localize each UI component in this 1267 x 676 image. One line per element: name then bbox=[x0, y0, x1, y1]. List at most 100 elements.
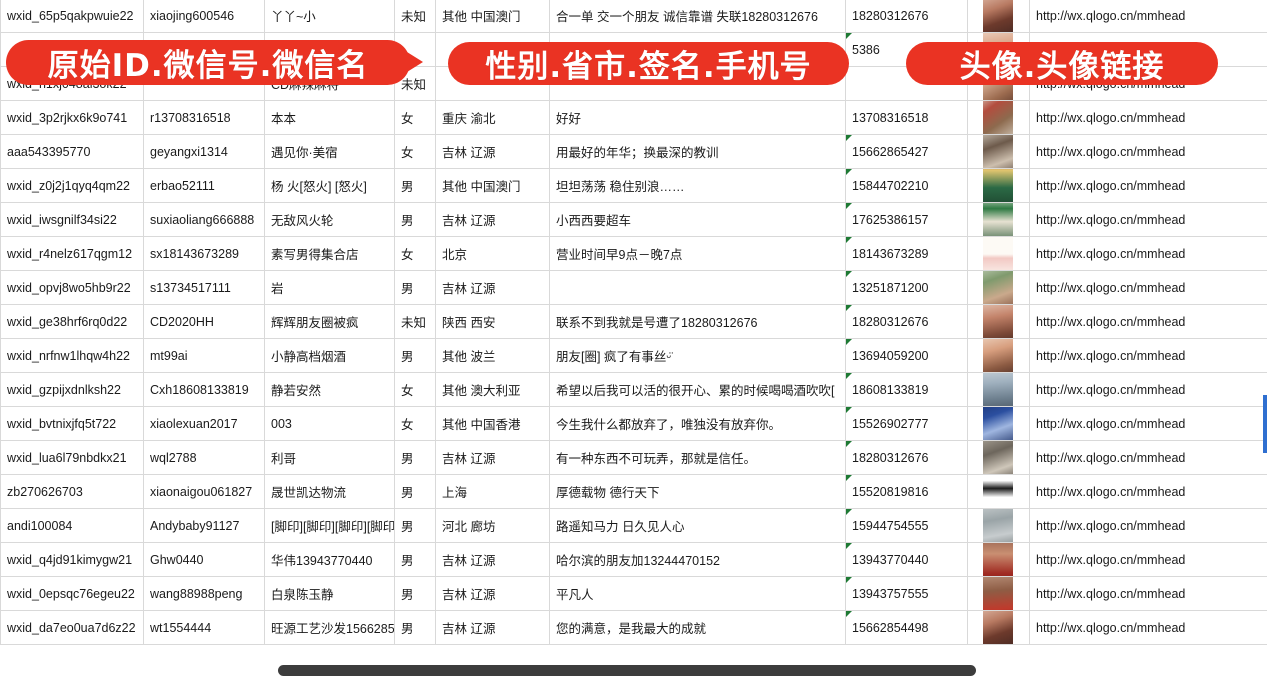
cell-gender[interactable]: 女 bbox=[394, 372, 436, 407]
cell-avatar-url[interactable]: http://wx.qlogo.cn/mmhead bbox=[1029, 0, 1267, 33]
cell-phone[interactable]: 15526902777 bbox=[845, 406, 968, 441]
cell-account[interactable]: wt1554444 bbox=[143, 610, 265, 645]
cell-region[interactable]: 其他 中国澳门 bbox=[435, 0, 550, 33]
cell-signature[interactable]: 用最好的年华；换最深的教训 bbox=[549, 134, 846, 169]
cell-signature[interactable]: 哈尔滨的朋友加13244470152 bbox=[549, 542, 846, 577]
cell-avatar-url[interactable]: http://wx.qlogo.cn/mmhead bbox=[1029, 202, 1267, 237]
cell-signature[interactable]: 朋友[圈] 疯了有事丝ᵕ̈ bbox=[549, 338, 846, 373]
cell-signature[interactable] bbox=[549, 270, 846, 305]
cell-avatar[interactable] bbox=[967, 100, 1030, 135]
cell-phone[interactable]: 15662854498 bbox=[845, 610, 968, 645]
table-row[interactable]: wxid_65p5qakpwuie22 xiaojing600546 丫丫~小 未知其… bbox=[0, 0, 1267, 33]
cell-region[interactable]: 吉林 辽源 bbox=[435, 610, 550, 645]
cell-signature[interactable]: 坦坦荡荡 稳住别浪…… bbox=[549, 168, 846, 203]
cell-region[interactable]: 重庆 渝北 bbox=[435, 100, 550, 135]
cell-region[interactable]: 吉林 辽源 bbox=[435, 440, 550, 475]
cell-phone[interactable]: 13943770440 bbox=[845, 542, 968, 577]
cell-account[interactable]: xiaonaigou061827 bbox=[143, 474, 265, 509]
cell-account[interactable]: sx18143673289 bbox=[143, 236, 265, 271]
cell-account[interactable]: Ghw0440 bbox=[143, 542, 265, 577]
cell-signature[interactable]: 好好 bbox=[549, 100, 846, 135]
cell-phone[interactable]: 13694059200 bbox=[845, 338, 968, 373]
cell-gender[interactable]: 男 bbox=[394, 610, 436, 645]
cell-nickname[interactable]: 岩 bbox=[264, 270, 395, 305]
cell-region[interactable]: 吉林 辽源 bbox=[435, 134, 550, 169]
table-row[interactable]: wxid_z0j2j1qyq4qm22 erbao52111 杨 火[怒火] [怒火… bbox=[0, 168, 1267, 203]
cell-avatar-url[interactable]: http://wx.qlogo.cn/mmhead bbox=[1029, 100, 1267, 135]
horizontal-scrollbar[interactable] bbox=[0, 664, 1267, 676]
cell-phone[interactable]: 15662865427 bbox=[845, 134, 968, 169]
cell-avatar[interactable] bbox=[967, 236, 1030, 271]
horizontal-scrollbar-thumb[interactable] bbox=[278, 665, 976, 676]
cell-avatar[interactable] bbox=[967, 508, 1030, 543]
cell-nickname[interactable]: 无敌风火轮 bbox=[264, 202, 395, 237]
cell-region[interactable]: 北京 bbox=[435, 236, 550, 271]
cell-avatar-url[interactable]: http://wx.qlogo.cn/mmhead bbox=[1029, 372, 1267, 407]
cell-signature[interactable]: 厚德载物 德行天下 bbox=[549, 474, 846, 509]
cell-phone[interactable]: 15944754555 bbox=[845, 508, 968, 543]
cell-phone[interactable]: 13708316518 bbox=[845, 100, 968, 135]
table-row[interactable]: wxid_opvj8wo5hb9r22 s13734517111 岩男吉林 辽源 13… bbox=[0, 270, 1267, 305]
cell-nickname[interactable]: 素写男得集合店 bbox=[264, 236, 395, 271]
vertical-scroll-indicator[interactable] bbox=[1263, 395, 1267, 453]
cell-nickname[interactable]: [脚印][脚印][脚印][脚印 bbox=[264, 508, 395, 543]
cell-avatar-url[interactable]: http://wx.qlogo.cn/mmhead bbox=[1029, 610, 1267, 645]
cell-nickname[interactable]: 辉辉朋友圈被疯 bbox=[264, 304, 395, 339]
cell-phone[interactable]: 17625386157 bbox=[845, 202, 968, 237]
cell-wxid[interactable]: wxid_da7eo0ua7d6z22 bbox=[0, 610, 144, 645]
cell-gender[interactable]: 未知 bbox=[394, 304, 436, 339]
table-row[interactable]: andi100084 Andybaby91127 [脚印][脚印][脚印][脚印男河… bbox=[0, 508, 1267, 543]
cell-account[interactable]: xiaolexuan2017 bbox=[143, 406, 265, 441]
cell-gender[interactable]: 男 bbox=[394, 440, 436, 475]
cell-region[interactable]: 吉林 辽源 bbox=[435, 270, 550, 305]
table-row[interactable]: wxid_r4nelz617qgm12 sx18143673289 素写男得集合店女… bbox=[0, 236, 1267, 271]
cell-wxid[interactable]: aaa543395770 bbox=[0, 134, 144, 169]
cell-signature[interactable]: 小西西要超车 bbox=[549, 202, 846, 237]
cell-region[interactable]: 吉林 辽源 bbox=[435, 542, 550, 577]
table-row[interactable]: wxid_bvtnixjfq5t722 xiaolexuan2017 003 女其他 … bbox=[0, 406, 1267, 441]
cell-nickname[interactable]: 小静高档烟酒 bbox=[264, 338, 395, 373]
cell-region[interactable]: 陕西 西安 bbox=[435, 304, 550, 339]
cell-region[interactable]: 吉林 辽源 bbox=[435, 576, 550, 611]
cell-avatar[interactable] bbox=[967, 168, 1030, 203]
table-row[interactable]: wxid_lua6l79nbdkx21 wql2788 利哥男吉林 辽源 有一种东西不… bbox=[0, 440, 1267, 475]
cell-wxid[interactable]: wxid_ge38hrf6rq0d22 bbox=[0, 304, 144, 339]
cell-avatar-url[interactable]: http://wx.qlogo.cn/mmhead bbox=[1029, 542, 1267, 577]
table-row[interactable]: wxid_nrfnw1lhqw4h22 mt99ai 小静高档烟酒男其他 波兰 朋友[… bbox=[0, 338, 1267, 373]
cell-nickname[interactable]: 旺源工艺沙发15662854 bbox=[264, 610, 395, 645]
cell-gender[interactable]: 男 bbox=[394, 508, 436, 543]
cell-gender[interactable]: 男 bbox=[394, 542, 436, 577]
cell-gender[interactable]: 男 bbox=[394, 202, 436, 237]
cell-avatar[interactable] bbox=[967, 134, 1030, 169]
table-row[interactable]: wxid_q4jd91kimygw21 Ghw0440 华伟13943770440 男… bbox=[0, 542, 1267, 577]
cell-region[interactable]: 其他 波兰 bbox=[435, 338, 550, 373]
cell-account[interactable]: r13708316518 bbox=[143, 100, 265, 135]
cell-account[interactable]: xiaojing600546 bbox=[143, 0, 265, 33]
cell-avatar[interactable] bbox=[967, 542, 1030, 577]
cell-phone[interactable]: 15844702210 bbox=[845, 168, 968, 203]
cell-signature[interactable]: 有一种东西不可玩弄，那就是信任。 bbox=[549, 440, 846, 475]
cell-region[interactable]: 其他 中国澳门 bbox=[435, 168, 550, 203]
cell-signature[interactable]: 您的满意，是我最大的成就 bbox=[549, 610, 846, 645]
cell-gender[interactable]: 女 bbox=[394, 100, 436, 135]
cell-account[interactable]: geyangxi1314 bbox=[143, 134, 265, 169]
cell-avatar[interactable] bbox=[967, 0, 1030, 33]
cell-signature[interactable]: 联系不到我就是号遭了18280312676 bbox=[549, 304, 846, 339]
cell-gender[interactable]: 男 bbox=[394, 338, 436, 373]
cell-wxid[interactable]: wxid_3p2rjkx6k9o741 bbox=[0, 100, 144, 135]
cell-avatar-url[interactable]: http://wx.qlogo.cn/mmhead bbox=[1029, 508, 1267, 543]
cell-account[interactable]: wql2788 bbox=[143, 440, 265, 475]
cell-avatar[interactable] bbox=[967, 440, 1030, 475]
cell-avatar[interactable] bbox=[967, 270, 1030, 305]
cell-wxid[interactable]: wxid_r4nelz617qgm12 bbox=[0, 236, 144, 271]
cell-avatar-url[interactable]: http://wx.qlogo.cn/mmhead bbox=[1029, 440, 1267, 475]
cell-gender[interactable]: 男 bbox=[394, 168, 436, 203]
cell-signature[interactable]: 平凡人 bbox=[549, 576, 846, 611]
cell-wxid[interactable]: wxid_0epsqc76egeu22 bbox=[0, 576, 144, 611]
cell-signature[interactable]: 营业时间早9点－晚7点 bbox=[549, 236, 846, 271]
cell-gender[interactable]: 女 bbox=[394, 406, 436, 441]
cell-gender[interactable]: 未知 bbox=[394, 0, 436, 33]
cell-phone[interactable]: 13251871200 bbox=[845, 270, 968, 305]
cell-gender[interactable]: 男 bbox=[394, 474, 436, 509]
